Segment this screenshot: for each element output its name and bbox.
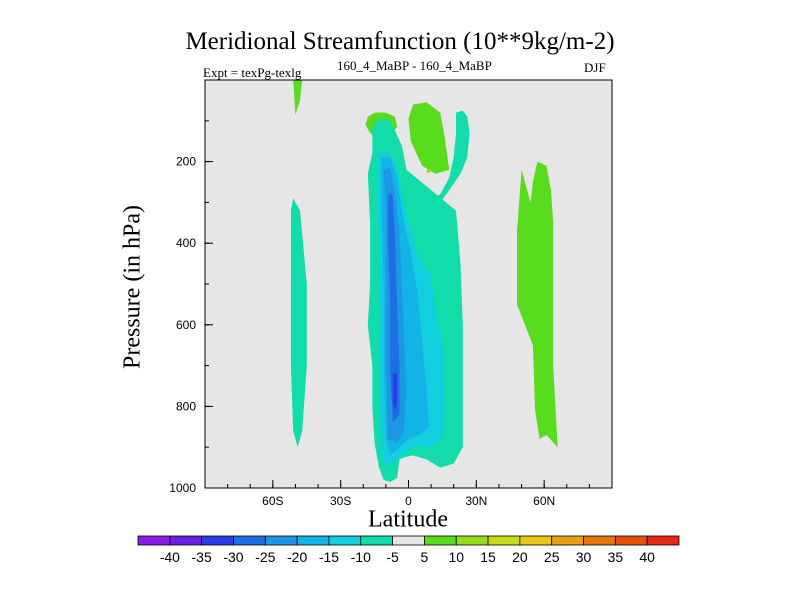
colorbar-label: 15 <box>480 549 496 565</box>
contour-region-tropical-negative-30 <box>392 373 398 411</box>
colorbar-label: 35 <box>608 549 624 565</box>
period-label: 160_4_MaBP - 160_4_MaBP <box>337 58 492 73</box>
colorbar-label: 40 <box>639 549 655 565</box>
colorbar-label: -10 <box>351 549 371 565</box>
colorbar-swatch <box>487 535 521 546</box>
colorbar-label: -35 <box>192 549 212 565</box>
colorbar-swatch <box>519 535 553 546</box>
contour-regions <box>290 80 558 482</box>
colorbar-swatch <box>455 535 489 546</box>
colorbar-swatch <box>264 535 298 546</box>
season-label: DJF <box>584 60 606 75</box>
y-tick-label: 600 <box>176 318 196 332</box>
y-tick-label: 400 <box>176 236 196 250</box>
chart-title: Meridional Streamfunction (10**9kg/m-2) <box>185 28 615 55</box>
colorbar-swatch <box>201 535 234 546</box>
x-tick-label: 60N <box>533 494 555 508</box>
colorbar-label: -5 <box>386 549 399 565</box>
colorbar-label: 30 <box>576 549 592 565</box>
colorbar-label: -30 <box>223 549 243 565</box>
x-tick-label: 60S <box>262 494 283 508</box>
y-tick-label: 800 <box>176 399 196 413</box>
colorbar-label: 5 <box>421 549 429 565</box>
colorbar-swatch <box>233 535 266 546</box>
y-tick-label: 200 <box>176 155 196 169</box>
contour-region-nh-midlat-positive-cell <box>517 161 558 448</box>
x-axis-label: Latitude <box>368 506 448 533</box>
colorbar-swatch <box>296 535 330 546</box>
colorbar-swatch <box>137 535 171 546</box>
colorbar-swatch <box>424 535 457 546</box>
contour-region-sh-midlat-negative-cell <box>290 198 307 448</box>
colorbar-label: 10 <box>448 549 464 565</box>
colorbar-label: -15 <box>319 549 339 565</box>
contour-region-tropical-negative-25 <box>388 194 400 423</box>
colorbar-swatch <box>328 535 362 546</box>
colorbar-label: -20 <box>287 549 307 565</box>
colorbar-swatch <box>169 535 203 546</box>
colorbar-swatch <box>392 535 425 546</box>
colorbar-label: -25 <box>255 549 275 565</box>
colorbar: -40 -35 -30 -25 -20 -15 -10 -5 5 10 15 20 25 30 35 40 <box>137 535 680 565</box>
x-tick-label: 0 <box>405 494 412 508</box>
x-tick-label: 30S <box>330 494 351 508</box>
colorbar-swatch <box>614 535 648 546</box>
contour-region-upper-positive-cell-east <box>408 102 450 174</box>
colorbar-label: 25 <box>544 549 560 565</box>
y-tick-label: 1000 <box>169 481 196 495</box>
colorbar-swatch <box>583 535 616 546</box>
experiment-label: Expt = texPg-texlg <box>203 65 302 80</box>
contour-region-upper-positive-cell-east-core <box>426 168 432 173</box>
contour-region-sh-high-lat-positive-strip <box>293 80 303 115</box>
colorbar-label: -40 <box>160 549 180 565</box>
x-tick-label: 30N <box>465 494 487 508</box>
colorbar-swatch <box>646 535 680 546</box>
axis-ticks: 60S 30S 0 30N 60N 200 400 600 800 1000 <box>169 120 613 508</box>
colorbar-swatch <box>551 535 584 546</box>
colorbar-swatch <box>360 535 393 546</box>
colorbar-label: 20 <box>512 549 528 565</box>
